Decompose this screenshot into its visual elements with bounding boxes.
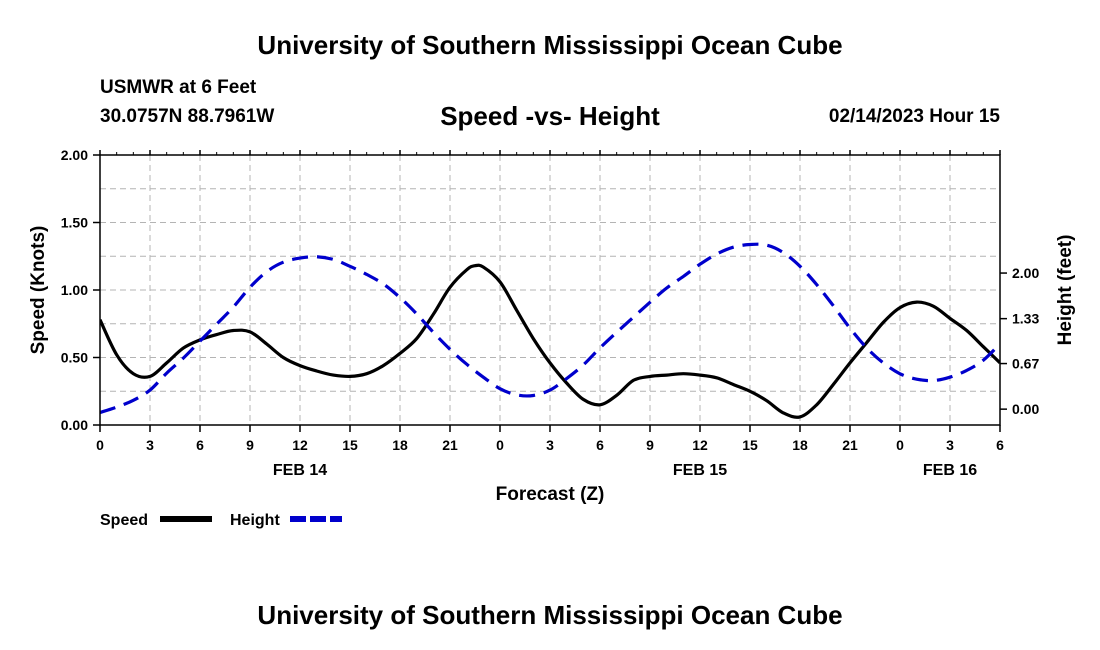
y-tick-label: 0.00 — [61, 417, 88, 433]
x-tick-label: 0 — [96, 437, 104, 453]
x-tick-label: 12 — [292, 437, 308, 453]
y2-tick-label: 1.33 — [1012, 311, 1039, 327]
legend: Speed Height — [100, 512, 342, 529]
x-tick-label: 21 — [442, 437, 458, 453]
x-tick-label: 3 — [946, 437, 954, 453]
y-tick-label: 1.00 — [61, 282, 88, 298]
station-label: USMWR at 6 Feet — [100, 77, 257, 98]
grid-lines — [100, 155, 1000, 425]
x-tick-label: 21 — [842, 437, 858, 453]
legend-label-height: Height — [230, 512, 280, 529]
x-tick-label: 3 — [546, 437, 554, 453]
date-label: FEB 16 — [923, 462, 977, 479]
y2-tick-label: 0.67 — [1012, 356, 1039, 372]
datetime-label: 02/14/2023 Hour 15 — [828, 106, 1000, 127]
coordinates-label: 30.0757N 88.7961W — [100, 106, 275, 127]
y2-tick-label: 2.00 — [1012, 265, 1039, 281]
y2-axis-title: Height (feet) — [1055, 235, 1076, 346]
speed-series-line — [100, 263, 1000, 419]
y-tick-label: 2.00 — [61, 147, 88, 163]
x-axis-title: Forecast (Z) — [496, 484, 605, 505]
y2-tick-label: 0.00 — [1012, 401, 1039, 417]
y-tick-label: 0.50 — [61, 350, 88, 366]
height-series-line — [100, 242, 1000, 415]
x-tick-label: 12 — [692, 437, 708, 453]
x-tick-label: 15 — [742, 437, 758, 453]
x-tick-label: 6 — [596, 437, 604, 453]
chart-title: Speed -vs- Height — [440, 101, 660, 131]
x-tick-label: 6 — [996, 437, 1004, 453]
x-tick-label: 3 — [146, 437, 154, 453]
x-tick-label: 15 — [342, 437, 358, 453]
date-label: FEB 14 — [273, 462, 327, 479]
series-lines — [100, 242, 1000, 419]
x-tick-label: 0 — [896, 437, 904, 453]
y-axis-title: Speed (Knots) — [28, 226, 49, 355]
x-tick-label: 9 — [646, 437, 654, 453]
y-tick-label: 1.50 — [61, 215, 88, 231]
x-tick-label: 18 — [392, 437, 408, 453]
axes: 0 3 6 9 12 15 18 21 0 3 6 9 12 15 18 21 0 3 6 FEB 14 FEB 15 F… — [28, 147, 1076, 505]
x-tick-label: 0 — [496, 437, 504, 453]
x-tick-label: 9 — [246, 437, 254, 453]
date-label: FEB 15 — [673, 462, 727, 479]
x-tick-label: 18 — [792, 437, 808, 453]
main-title: University of Southern Mississippi Ocean… — [257, 30, 843, 60]
footer-title: University of Southern Mississippi Ocean… — [257, 600, 843, 630]
x-tick-label: 6 — [196, 437, 204, 453]
legend-label-speed: Speed — [100, 512, 148, 529]
